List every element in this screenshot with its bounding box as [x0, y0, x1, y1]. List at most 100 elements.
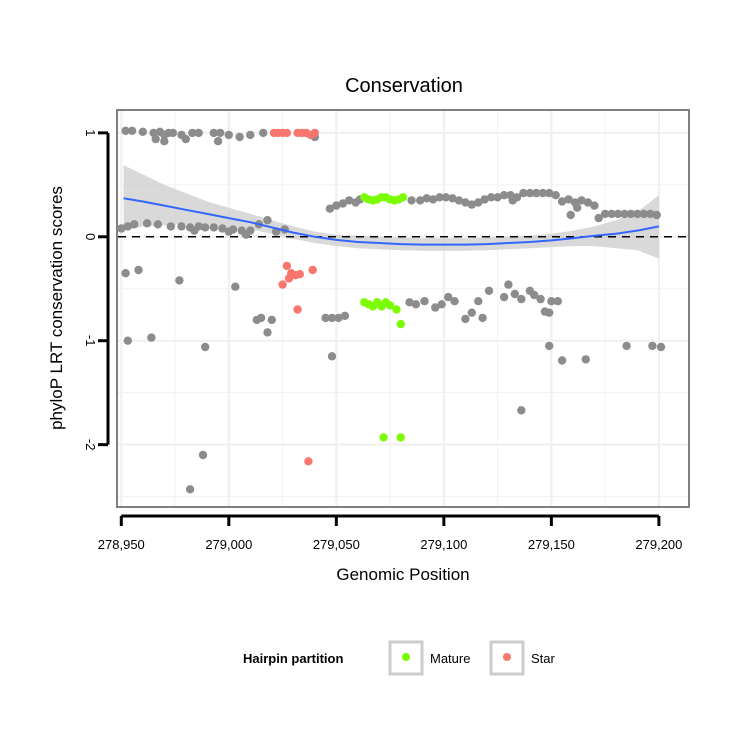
point-other — [123, 336, 132, 345]
point-other — [190, 226, 199, 235]
point-other — [428, 195, 438, 204]
point-other — [334, 313, 343, 323]
y-axis: 1 0 -1 -2 — [83, 129, 110, 450]
point-other — [448, 194, 457, 203]
point-other — [420, 297, 429, 306]
point-star — [295, 270, 304, 279]
point-other — [547, 297, 556, 306]
y-tick-label: 0 — [83, 233, 98, 240]
point-other — [327, 352, 337, 361]
point-other — [622, 341, 631, 351]
point-other — [263, 328, 272, 337]
point-other — [545, 308, 554, 317]
point-other — [209, 128, 218, 138]
plot-panel — [116, 109, 690, 508]
confidence-band — [123, 165, 659, 259]
smooth-curve — [123, 197, 660, 246]
point-mature — [379, 433, 388, 442]
point-other — [422, 194, 431, 203]
chart-title: Conservation — [345, 75, 463, 97]
point-other — [177, 222, 186, 231]
point-other — [652, 210, 661, 220]
point-other — [321, 313, 330, 323]
point-star — [310, 128, 319, 138]
point-other — [504, 280, 513, 289]
point-other — [573, 203, 582, 212]
point-other — [474, 198, 483, 207]
point-other — [218, 224, 227, 233]
point-other — [551, 191, 560, 200]
point-mature — [385, 301, 395, 310]
point-other — [327, 313, 337, 323]
point-other — [620, 209, 629, 219]
point-other — [510, 289, 519, 299]
point-other — [117, 224, 126, 233]
point-other — [613, 209, 623, 219]
point-star — [304, 457, 313, 466]
point-other — [590, 201, 599, 210]
point-star — [278, 280, 287, 289]
point-other — [444, 292, 453, 302]
point-other — [484, 286, 494, 295]
point-mature — [392, 305, 401, 314]
point-other — [487, 193, 496, 202]
point-other — [461, 198, 470, 207]
point-other — [478, 313, 487, 323]
point-other — [557, 197, 567, 206]
y-tick-label: -1 — [83, 335, 98, 347]
point-other — [454, 196, 464, 205]
x-axis-title: Genomic Position — [336, 565, 469, 584]
point-mature — [398, 193, 408, 202]
point-other — [607, 209, 616, 219]
point-other — [224, 130, 233, 140]
point-other — [201, 342, 210, 352]
x-axis: 278,950 279,000 279,050 279,100 279,150 279,2… — [98, 514, 682, 552]
legend-entry-mature: Mature — [388, 640, 470, 676]
legend-label-star: Star — [531, 651, 556, 666]
point-mature — [396, 319, 405, 329]
point-other — [130, 220, 139, 229]
x-tick-label: 279,150 — [528, 537, 575, 552]
legend-title: Hairpin partition — [243, 651, 343, 666]
point-other — [153, 220, 163, 229]
point-other — [134, 265, 143, 275]
point-other — [431, 303, 440, 312]
point-other — [332, 201, 341, 210]
point-other — [536, 294, 545, 304]
point-other — [216, 128, 225, 138]
point-other — [581, 355, 590, 364]
smooth-line — [123, 197, 660, 246]
point-other — [181, 134, 190, 144]
point-other — [600, 209, 610, 219]
point-other — [517, 406, 526, 415]
point-other — [246, 130, 255, 140]
x-tick-label: 279,000 — [205, 537, 252, 552]
point-other — [142, 219, 152, 228]
point-other — [213, 137, 223, 146]
point-other — [557, 356, 567, 365]
points — [117, 126, 666, 494]
point-other — [474, 297, 483, 306]
point-other — [127, 126, 137, 135]
point-other — [499, 191, 509, 200]
point-other — [648, 341, 657, 351]
point-other — [121, 126, 130, 135]
point-other — [499, 292, 509, 302]
point-other — [345, 196, 354, 205]
point-other — [467, 200, 476, 209]
x-tick-label: 278,950 — [98, 537, 145, 552]
point-other — [224, 227, 233, 236]
point-other — [646, 209, 655, 219]
point-other — [185, 485, 195, 494]
point-other — [209, 223, 218, 232]
grid — [118, 111, 688, 506]
point-star — [282, 261, 292, 271]
point-other — [340, 311, 350, 320]
point-star — [308, 265, 317, 275]
point-other — [160, 137, 169, 146]
y-tick-label: 1 — [83, 129, 98, 136]
point-other — [480, 195, 489, 204]
point-star — [293, 305, 302, 314]
point-other — [201, 223, 210, 232]
point-mature — [396, 433, 405, 442]
